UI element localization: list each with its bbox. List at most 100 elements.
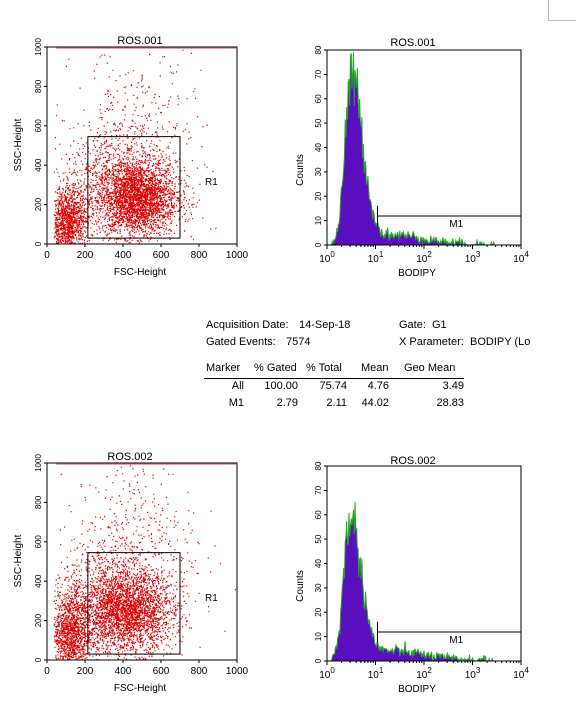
row-m1-mean: 44.02 [361, 397, 389, 409]
y-axis-ticks: 0 10 20 30 40 50 60 70 80 [314, 45, 327, 247]
x-axis-label: FSC-Height [114, 683, 166, 694]
marker-m1-label: M1 [449, 635, 463, 646]
scatter-dots [53, 49, 217, 244]
x-axis-ticks: 0 200 400 600 800 1000 [44, 660, 249, 677]
scatter-plot-ros001: ROS.001 R1 0 200 400 600 800 1000 0 200 400 600 8… [13, 35, 249, 278]
region-r1-gate[interactable] [87, 552, 181, 655]
y-tick-label: 10 [314, 216, 323, 225]
y-tick-label: 800 [34, 79, 43, 93]
y-axis-label: SSC-Height [13, 534, 24, 587]
x-tick-label: 0 [44, 250, 50, 261]
x-axis-ticks: 0 200 400 600 800 1000 [44, 244, 249, 261]
x-tick-label: 400 [115, 250, 132, 261]
chart-title: ROS.002 [390, 455, 435, 467]
acquisition-date-label: Acquisition Date: [206, 319, 289, 331]
row-m1-total: 2.11 [326, 397, 347, 409]
acquisition-date-value: 14-Sep-18 [299, 319, 351, 331]
x-tick-label: 101 [368, 250, 384, 265]
row-all-geo-mean: 3.49 [442, 380, 464, 392]
y-tick-label: 800 [34, 495, 43, 509]
y-tick-label: 0 [314, 658, 323, 663]
scatter-plot-ros002: ROS.002 R1 0 200 400 600 800 1000 0 200 400 600 8… [13, 451, 249, 694]
y-axis-ticks: 0 200 400 600 800 1000 [34, 38, 47, 246]
statistics-panel: Acquisition Date: 14-Sep-18 Gate: G1 Gat… [204, 319, 544, 415]
y-tick-label: 70 [314, 69, 323, 78]
scatter-points [53, 463, 237, 661]
gated-events-label: Gated Events: [206, 336, 276, 348]
region-r1-gate[interactable] [87, 136, 181, 239]
y-tick-label: 0 [34, 241, 43, 246]
y-tick-label: 1000 [34, 38, 43, 56]
scatter-points [53, 47, 237, 244]
row-all-mean: 4.76 [367, 380, 389, 392]
region-r1-label: R1 [205, 593, 218, 604]
stats-table-header: Marker % Gated % Total Mean Geo Mean [204, 362, 464, 379]
col-total: % Total [306, 362, 342, 374]
table-row: All 100.00 75.74 4.76 3.49 [204, 380, 464, 396]
gate-label: Gate: [399, 319, 426, 331]
chart-title: ROS.001 [390, 37, 435, 49]
y-tick-label: 60 [314, 94, 323, 103]
row-m1-marker: M1 [228, 397, 244, 409]
y-tick-label: 30 [314, 583, 323, 592]
x-tick-label: 104 [513, 250, 529, 265]
x-tick-label: 600 [153, 250, 170, 261]
x-tick-label: 100 [319, 666, 335, 681]
histogram-ros001: ROS.001 M1 100 101 102 103 104 0 10 20 30 40 50 60… [295, 37, 529, 279]
y-tick-label: 1000 [34, 454, 43, 472]
y-tick-label: 200 [34, 197, 43, 211]
y-axis-label: Counts [295, 570, 306, 602]
y-axis-label: SSC-Height [13, 118, 24, 171]
col-gated: % Gated [254, 362, 297, 374]
x-axis-label: BODIPY [398, 268, 436, 279]
window-corner-frame [548, 0, 576, 21]
x-tick-label: 200 [77, 250, 94, 261]
histogram-fill [327, 52, 521, 246]
col-marker: Marker [206, 362, 241, 374]
y-tick-label: 0 [34, 657, 43, 662]
x-tick-label: 102 [416, 666, 432, 681]
y-tick-label: 70 [314, 485, 323, 494]
plot-frame [46, 46, 238, 245]
region-r1-label: R1 [205, 177, 218, 188]
x-tick-label: 0 [44, 666, 50, 677]
x-tick-label: 100 [319, 250, 335, 265]
col-geo-mean: Geo Mean [404, 362, 456, 374]
y-tick-label: 20 [314, 607, 323, 616]
x-tick-label: 800 [191, 666, 208, 677]
y-tick-label: 0 [314, 242, 323, 247]
x-tick-label: 104 [513, 666, 529, 681]
x-axis-label: FSC-Height [114, 267, 166, 278]
x-tick-label: 103 [465, 666, 481, 681]
y-axis-label: Counts [295, 154, 306, 186]
x-parameter-value: BODIPY (Lo [470, 336, 531, 348]
x-tick-label: 600 [153, 666, 170, 677]
marker-m1-label: M1 [449, 219, 463, 230]
histogram-ros002: ROS.002 M1 100 101 102 103 104 0 10 20 30 40 50 60… [295, 455, 529, 695]
x-parameter-label: X Parameter: [399, 336, 464, 348]
y-tick-label: 80 [314, 461, 323, 470]
x-tick-label: 200 [77, 666, 94, 677]
row-all-total: 75.74 [319, 380, 347, 392]
x-axis-ticks: 100 101 102 103 104 [319, 661, 529, 681]
x-tick-label: 400 [115, 666, 132, 677]
y-tick-label: 50 [314, 118, 323, 127]
chart-title: ROS.002 [107, 451, 152, 463]
y-tick-label: 200 [34, 613, 43, 627]
chart-title: ROS.001 [117, 35, 162, 47]
y-tick-label: 600 [34, 535, 43, 549]
y-tick-label: 60 [314, 510, 323, 519]
x-axis-ticks: 100 101 102 103 104 [319, 245, 529, 265]
histogram-fill [327, 501, 521, 661]
y-tick-label: 400 [34, 158, 43, 172]
y-tick-label: 400 [34, 574, 43, 588]
x-tick-label: 102 [416, 250, 432, 265]
y-tick-label: 50 [314, 534, 323, 543]
gate-value: G1 [432, 319, 447, 331]
scatter-dots [53, 465, 237, 661]
x-tick-label: 103 [465, 250, 481, 265]
row-m1-geo-mean: 28.83 [436, 397, 464, 409]
y-tick-label: 40 [314, 559, 323, 568]
x-tick-label: 1000 [226, 666, 249, 677]
y-tick-label: 40 [314, 143, 323, 152]
